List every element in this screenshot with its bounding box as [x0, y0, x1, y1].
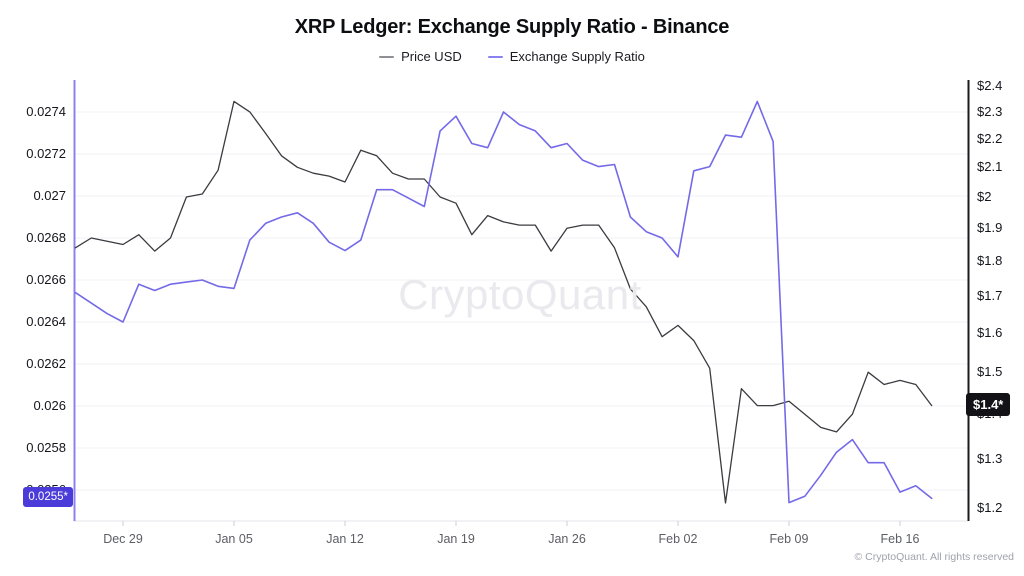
x-axis-tick: Jan 12 [326, 532, 364, 546]
latest-price-badge: $1.4* [966, 393, 1011, 416]
right-axis-tick: $1.3 [977, 451, 1003, 466]
x-axis-tick: Feb 16 [880, 532, 920, 546]
right-axis-tick: $1.2 [977, 500, 1003, 515]
left-axis-tick: 0.0264 [26, 314, 66, 329]
exchange-supply-ratio-line [74, 100, 933, 504]
left-axis-tick: 0.0274 [26, 104, 66, 119]
left-axis-tick: 0.0272 [26, 146, 66, 161]
chart-legend: Price USD Exchange Supply Ratio [0, 49, 1024, 64]
x-axis-tick: Dec 29 [103, 532, 143, 546]
x-axis-tick: Feb 02 [658, 532, 698, 546]
right-axis-tick: $1.7 [977, 288, 1003, 303]
x-axis-tick: Jan 05 [215, 532, 253, 546]
right-axis-tick: $2.1 [977, 159, 1003, 174]
right-axis-tick: $2.2 [977, 131, 1003, 146]
right-axis-tick: $2.3 [977, 104, 1003, 119]
legend-item-exchange-supply-ratio[interactable]: Exchange Supply Ratio [487, 49, 645, 64]
left-axis-tick: 0.026 [33, 398, 66, 413]
right-axis-tick: $2.4 [977, 78, 1003, 93]
ratio-line-swatch-icon [487, 55, 503, 58]
x-axis-tick: Feb 09 [769, 532, 809, 546]
left-axis-tick: 0.0258 [26, 440, 66, 455]
price-usd-line [74, 100, 933, 504]
legend-label-ratio: Exchange Supply Ratio [509, 49, 645, 64]
left-axis-tick: 0.0262 [26, 356, 66, 371]
x-axis-tick: Jan 26 [548, 532, 586, 546]
legend-label-price: Price USD [401, 49, 462, 64]
left-axis-tick: 0.027 [33, 188, 66, 203]
copyright-attribution: © CryptoQuant. All rights reserved [854, 551, 1014, 563]
right-axis-tick: $1.9 [977, 220, 1003, 235]
left-axis-tick: 0.0268 [26, 230, 66, 245]
right-axis-tick: $1.6 [977, 325, 1003, 340]
chart-title: XRP Ledger: Exchange Supply Ratio - Bina… [294, 16, 730, 38]
left-axis-tick: 0.0266 [26, 272, 66, 287]
x-axis-tick: Jan 19 [437, 532, 475, 546]
price-line-swatch-icon [379, 55, 395, 58]
latest-ratio-badge: 0.0255* [23, 487, 73, 507]
right-axis-tick: $2 [977, 189, 992, 204]
right-axis-tick: $1.8 [977, 253, 1003, 268]
right-axis-tick: $1.5 [977, 364, 1003, 379]
legend-item-price-usd[interactable]: Price USD [379, 49, 462, 64]
